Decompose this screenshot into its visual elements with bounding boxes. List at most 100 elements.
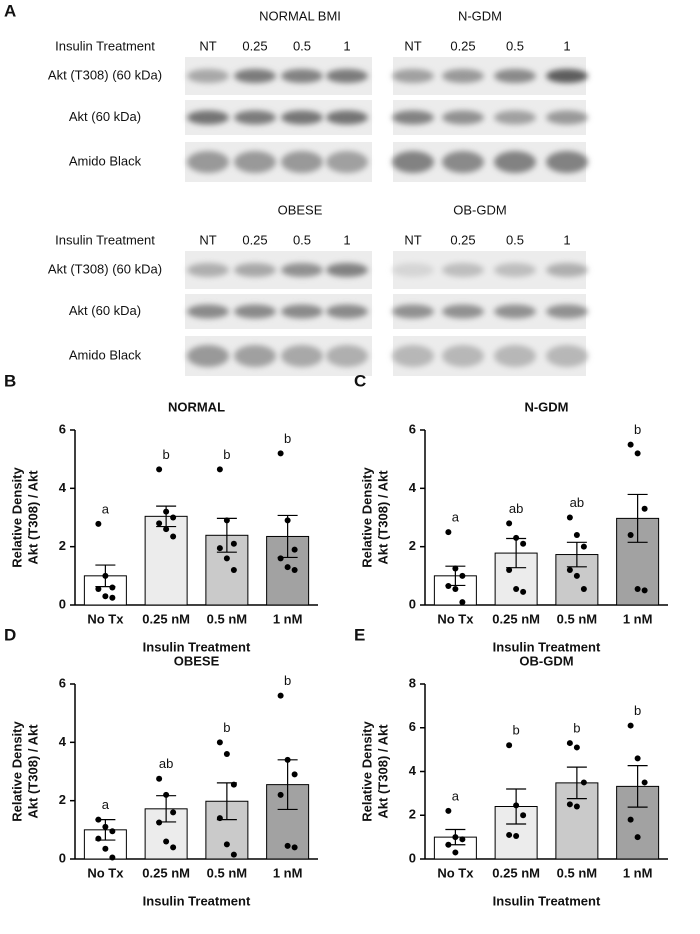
significance-letter: b [223,720,230,735]
y-tick-label: 2 [409,807,416,822]
blot-band [234,151,276,173]
blot-band [546,151,588,173]
blot-band [187,304,229,319]
data-point [102,572,109,579]
data-point [573,744,580,751]
blot-band [187,263,229,277]
significance-letter: a [102,501,110,516]
data-point [109,854,116,861]
data-point [223,751,230,757]
data-point [520,812,527,819]
data-point [291,844,298,851]
data-point [506,742,513,749]
y-axis-label: Relative Density [359,721,374,822]
data-point [520,540,527,547]
x-tick-label: No Tx [87,611,124,626]
blot-group-title: NORMAL BMI [259,8,341,23]
blot-band [494,263,536,277]
data-point [506,567,513,573]
blot-band [326,263,368,277]
blot-band [281,263,323,277]
blot-band [546,69,588,83]
blot-row-label: Amido Black [69,347,142,362]
data-point [284,842,291,849]
blot-band [442,110,484,125]
data-point [641,779,648,786]
significance-letter: b [634,422,641,437]
data-point [109,828,116,835]
blot-band [494,110,536,125]
blot-group-title: OBESE [278,202,323,217]
blot-row-label: Amido Black [69,153,142,168]
y-axis-label: Relative Density [359,467,374,568]
lane-label: 0.5 [293,38,311,53]
y-tick-label: 4 [59,734,67,749]
y-tick-label: 6 [409,719,416,734]
blot-band [392,110,434,125]
lane-label: 1 [563,38,570,53]
data-point [170,533,177,540]
data-point [566,801,573,808]
data-point [163,508,170,515]
x-axis-label: Insulin Treatment [143,893,251,908]
blot-band [234,110,276,125]
data-point [445,841,452,848]
significance-letter: a [102,797,110,812]
blot-group-title: N-GDM [458,8,502,23]
blot-band [392,304,434,319]
blot-band [442,151,484,173]
data-point [163,791,170,798]
blot-band [281,304,323,319]
x-tick-label: 0.5 nM [207,611,247,626]
lane-label: 0.5 [506,38,524,53]
x-tick-label: 1 nM [273,865,303,880]
blot-band [494,304,536,319]
lane-label: 0.5 [506,232,524,247]
blot-band [494,69,536,83]
x-axis-label: Insulin Treatment [493,639,601,654]
blot-band [392,263,434,277]
data-point [566,567,573,573]
significance-letter: b [513,723,520,738]
lane-label: 1 [343,232,350,247]
x-tick-label: 0.5 nM [557,865,597,880]
lane-label: NT [404,232,421,247]
y-axis-label: Relative Density [9,721,24,822]
x-tick-label: 0.25 nM [142,865,190,880]
x-tick-label: 0.25 nM [492,611,540,626]
x-tick-label: 0.5 nM [557,611,597,626]
data-point [156,819,163,826]
y-axis-label: Akt (T308) / Akt [25,470,40,565]
chart-title: N-GDM [524,399,568,414]
lane-label: 1 [343,38,350,53]
y-tick-label: 6 [409,421,416,436]
y-axis-label: Akt (T308) / Akt [375,470,390,565]
x-tick-label: 1 nM [273,611,303,626]
blot-band [326,110,368,125]
data-point [291,567,298,573]
data-point [445,583,452,590]
blot-band [442,345,484,367]
data-point [580,585,587,592]
data-point [170,514,177,521]
data-point [566,514,573,521]
data-point [216,739,223,746]
y-tick-label: 0 [59,850,66,865]
data-point [520,588,527,595]
data-point [452,585,459,592]
data-point [156,775,163,782]
significance-letter: b [223,447,230,462]
data-point [459,572,466,579]
data-point [506,520,513,527]
data-point [216,815,223,822]
lane-label: 0.5 [293,232,311,247]
data-point [102,593,109,600]
data-point [156,520,163,527]
blot-band [326,345,368,367]
data-point [102,845,109,852]
y-tick-label: 6 [59,421,66,436]
y-tick-label: 2 [59,792,66,807]
blot-row-label: Akt (T308) (60 kDa) [48,67,162,82]
y-tick-label: 8 [409,675,416,690]
data-point [634,450,641,457]
